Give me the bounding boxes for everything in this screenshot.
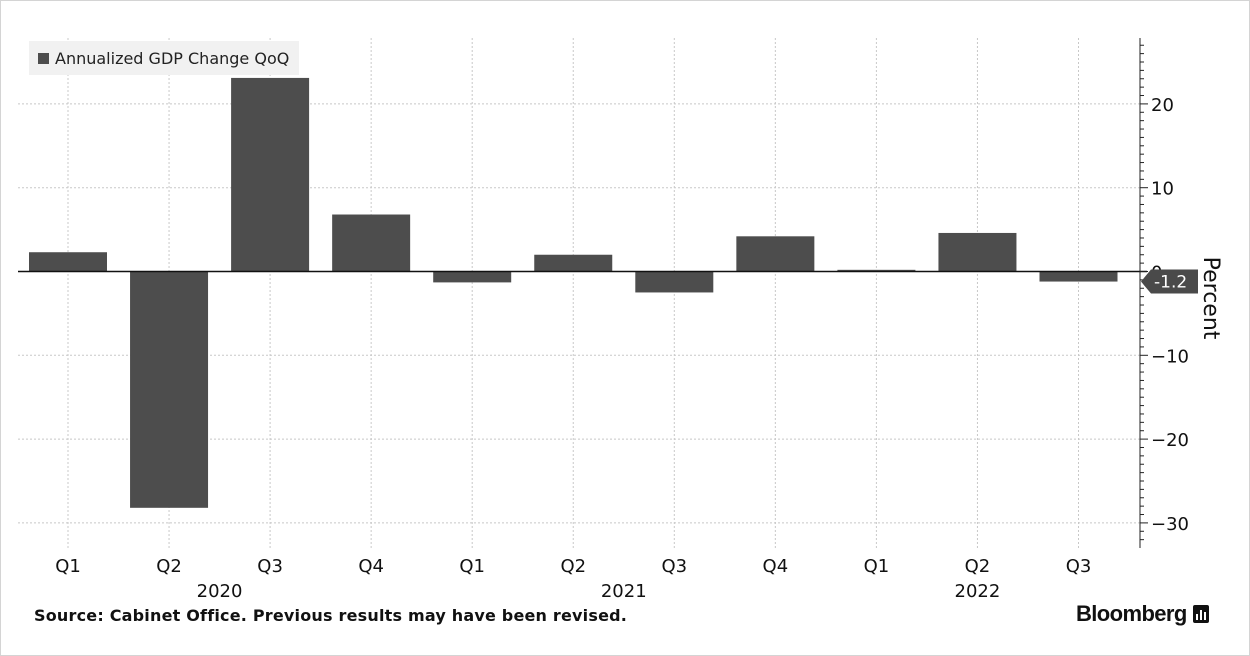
source-note: Source: Cabinet Office. Previous results…: [34, 606, 628, 625]
brand: Bloomberg: [1076, 601, 1209, 627]
last-value-callout: -1.2: [1141, 269, 1198, 294]
bar: [736, 236, 815, 272]
x-tick-label: Q1: [459, 556, 485, 577]
bars: [29, 77, 1118, 508]
last-value-badge: [1141, 269, 1198, 294]
y-axis-ticks: 20100−10−20−30: [1140, 44, 1189, 541]
x-tick-label: Q4: [358, 556, 384, 577]
y-tick-label: −10: [1151, 346, 1189, 367]
y-tick-label: 20: [1151, 95, 1174, 116]
year-label: 2021: [601, 581, 647, 602]
year-label: 2022: [955, 581, 1001, 602]
x-tick-label: Q4: [763, 556, 789, 577]
legend-label: Annualized GDP Change QoQ: [55, 48, 290, 68]
bar: [130, 271, 209, 508]
x-tick-label: Q3: [1066, 556, 1092, 577]
brand-name: Bloomberg: [1076, 601, 1187, 626]
y-tick-label: 10: [1151, 179, 1174, 200]
bar: [231, 77, 310, 272]
y-tick-label: −30: [1151, 514, 1189, 535]
bar: [433, 271, 512, 283]
bar: [1039, 271, 1118, 282]
x-axis-ticks: Q1 Q2 Q3 Q4 Q1 Q2 Q3 Q4 Q1 Q2 Q3 2020 2021 2022: [55, 556, 1091, 602]
bloomberg-terminal-icon: [1192, 605, 1209, 623]
y-tick-label: −20: [1151, 430, 1189, 451]
x-tick-label: Q1: [864, 556, 890, 577]
x-tick-label: Q1: [55, 556, 81, 577]
legend: Annualized GDP Change QoQ: [29, 41, 300, 75]
year-label: 2020: [197, 581, 243, 602]
bar: [635, 271, 714, 293]
x-tick-label: Q3: [661, 556, 687, 577]
x-tick-label: Q2: [560, 556, 586, 577]
x-tick-label: Q3: [257, 556, 283, 577]
bar: [534, 254, 613, 272]
x-tick-label: Q2: [965, 556, 991, 577]
y-axis-title: Percent: [1198, 257, 1223, 340]
x-tick-label: Q2: [156, 556, 182, 577]
bar: [332, 214, 411, 272]
bar: [938, 232, 1017, 272]
bar: [29, 252, 107, 272]
bar: [837, 269, 916, 272]
legend-swatch: [38, 52, 49, 64]
last-value-label: -1.2: [1154, 273, 1187, 293]
